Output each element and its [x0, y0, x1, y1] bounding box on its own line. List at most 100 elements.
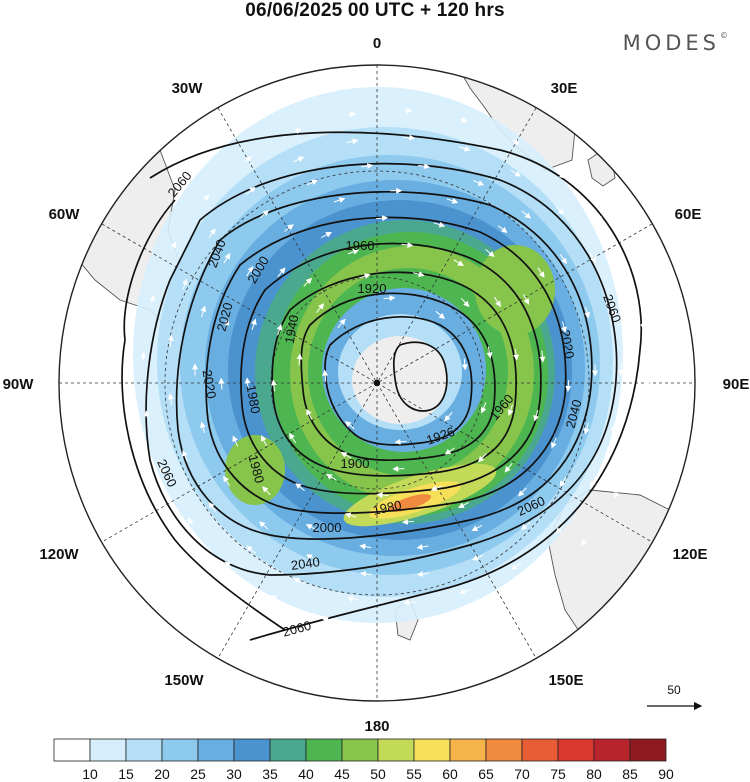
colorbar-label: 45 — [334, 766, 350, 782]
wind-arrow — [262, 486, 271, 496]
colorbar-label: 20 — [154, 766, 170, 782]
contour-label: 1980 — [245, 453, 267, 485]
wind-arrow — [488, 606, 496, 612]
wind-arrow — [480, 402, 487, 414]
wind-arrow — [473, 179, 485, 186]
wind-arrow — [200, 305, 207, 318]
colorbar-label: 75 — [550, 766, 566, 782]
wind-shading — [133, 87, 623, 623]
brand-mark: © — [720, 31, 728, 40]
wind-arrow — [510, 169, 522, 177]
wind-arrow — [559, 476, 567, 487]
wind-arrow — [459, 588, 471, 595]
lon-label-30e: 30E — [551, 80, 578, 97]
wind-arrow — [611, 306, 617, 318]
colorbar-label: 15 — [118, 766, 134, 782]
lon-label-150e: 150E — [548, 672, 583, 689]
wind-arrow — [293, 156, 305, 163]
wind-arrow — [416, 571, 429, 577]
wind-arrow — [348, 111, 357, 118]
wind-arrow — [167, 393, 174, 406]
wind-arrow — [485, 248, 495, 258]
wind-arrow — [518, 487, 527, 497]
contour-label: 1980 — [371, 497, 402, 518]
wind-arrow — [182, 450, 188, 462]
contour-label: 2020 — [214, 301, 236, 333]
wind-arrow — [523, 294, 530, 305]
wind-arrow — [344, 420, 355, 430]
wind-arrow — [223, 319, 230, 331]
wind-arrow — [634, 437, 641, 446]
contour-label: 1960 — [346, 238, 375, 253]
contour-label: 1900 — [341, 456, 370, 471]
wind-arrow — [497, 225, 508, 234]
colorbar-swatch — [485, 738, 523, 762]
wind-arrow — [512, 138, 520, 145]
colorbar: 10 15 20 25 30 35 40 45 50 55 60 65 70 75 80 85 90 — [53, 738, 674, 782]
colorbar-label: 90 — [658, 766, 674, 782]
colorbar-label: 85 — [622, 766, 638, 782]
wind-arrow — [182, 278, 188, 291]
wind-arrow — [610, 421, 617, 434]
contour-label: 1920 — [358, 281, 387, 296]
wind-arrow — [624, 266, 630, 274]
wind-arrow — [277, 267, 286, 277]
wind-arrow — [394, 438, 407, 445]
wind-arrow — [471, 524, 483, 532]
wind-arrow — [208, 228, 216, 239]
colorbar-label: 40 — [298, 766, 314, 782]
lon-label-60e: 60E — [675, 206, 702, 223]
wind-arrow — [446, 198, 459, 204]
lon-label-180: 180 — [364, 718, 389, 735]
contour-label: 2000 — [313, 520, 342, 535]
colorbar-swatch — [593, 738, 631, 762]
wind-arrow — [149, 294, 156, 303]
wind-arrow — [376, 215, 389, 222]
wind-arrow — [258, 521, 269, 530]
brand-name: MODES — [622, 31, 720, 55]
lon-label-120w: 120W — [39, 546, 79, 563]
wind-arrow — [322, 369, 329, 382]
colorbar-label: 65 — [478, 766, 494, 782]
wind-arrow — [321, 232, 332, 239]
wind-arrow — [580, 538, 587, 546]
wind-arrow — [403, 599, 416, 606]
wind-arrow — [316, 303, 325, 313]
lon-label-60w: 60W — [49, 206, 81, 223]
wind-arrow — [270, 379, 277, 392]
contour-label: 2020 — [200, 369, 220, 400]
wind-arrow — [453, 259, 464, 267]
colorbar-swatch — [521, 738, 559, 762]
wind-arrow — [260, 435, 267, 446]
wind-arrow — [401, 242, 414, 248]
wind-arrow — [246, 186, 256, 195]
wind-arrow — [418, 163, 431, 170]
wind-arrow — [306, 408, 313, 420]
wind-arrow — [346, 138, 359, 145]
wind-arrow — [344, 512, 357, 519]
wind-arrow — [412, 271, 425, 278]
wind-arrow — [460, 297, 470, 308]
wind-arrow — [539, 350, 546, 363]
wind-arrow — [347, 249, 360, 255]
wind-arrow — [223, 253, 231, 264]
wind-arrow — [444, 411, 453, 422]
wind-arrow — [493, 296, 501, 308]
wind-arrow — [459, 145, 471, 152]
wind-arrow — [144, 410, 150, 419]
wind-arrow — [507, 404, 514, 416]
wind-arrow — [477, 453, 487, 463]
wind-arrow — [337, 318, 346, 329]
wind-arrow — [589, 252, 596, 264]
contour-label: 2060 — [281, 618, 313, 640]
colorbar-label: 50 — [370, 766, 386, 782]
wind-arrow — [333, 197, 346, 203]
wind-arrow — [435, 310, 446, 320]
colorbar-swatch — [557, 738, 595, 762]
wind-arrow — [561, 321, 567, 333]
colorbar-swatch — [629, 738, 667, 762]
wind-arrow — [295, 482, 305, 492]
wind-arrow — [361, 163, 374, 169]
wind-arrow — [246, 265, 254, 277]
wind-arrow — [486, 346, 493, 359]
